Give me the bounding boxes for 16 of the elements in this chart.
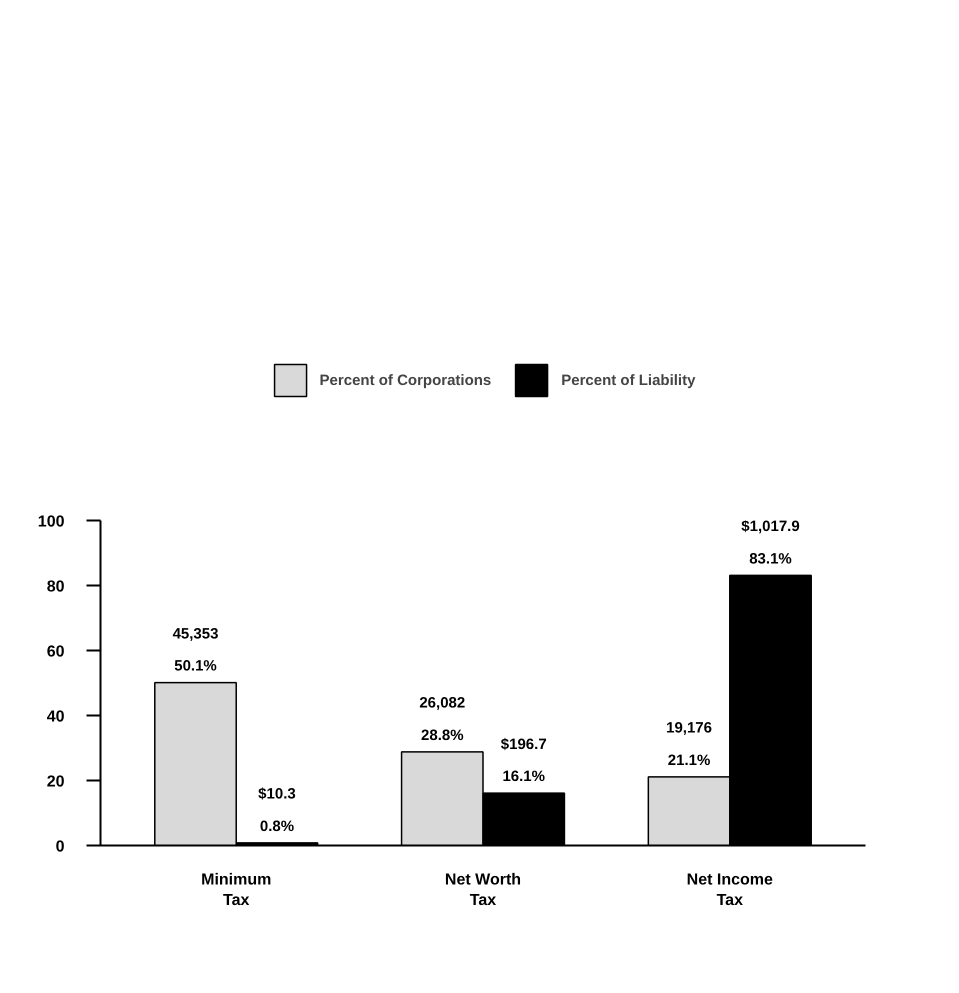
data-label: 45,353 50.1% [172,625,218,675]
y-tick-label: 80 [46,578,65,596]
y-tick-label: 40 [46,708,65,726]
data-label: 26,082 28.8% [419,694,466,744]
x-tick-label: Net Income Tax [686,872,773,909]
y-tick-label: 100 [38,514,65,530]
y-tick-label: 20 [46,774,65,790]
legend-label: Percent of Corporations [320,372,492,388]
data-label: $10.3 0.8% [258,786,296,835]
y-tick-label: 0 [56,838,65,856]
data-label: 19,176 21.1% [666,720,712,769]
legend-label: Percent of Liability [561,372,696,388]
x-tick-label: Net Worth Tax [444,872,522,909]
y-tick-label: 60 [46,644,65,660]
x-tick-label: Minimum Tax [201,872,272,909]
data-label: $196.7 16.1% [500,736,547,786]
